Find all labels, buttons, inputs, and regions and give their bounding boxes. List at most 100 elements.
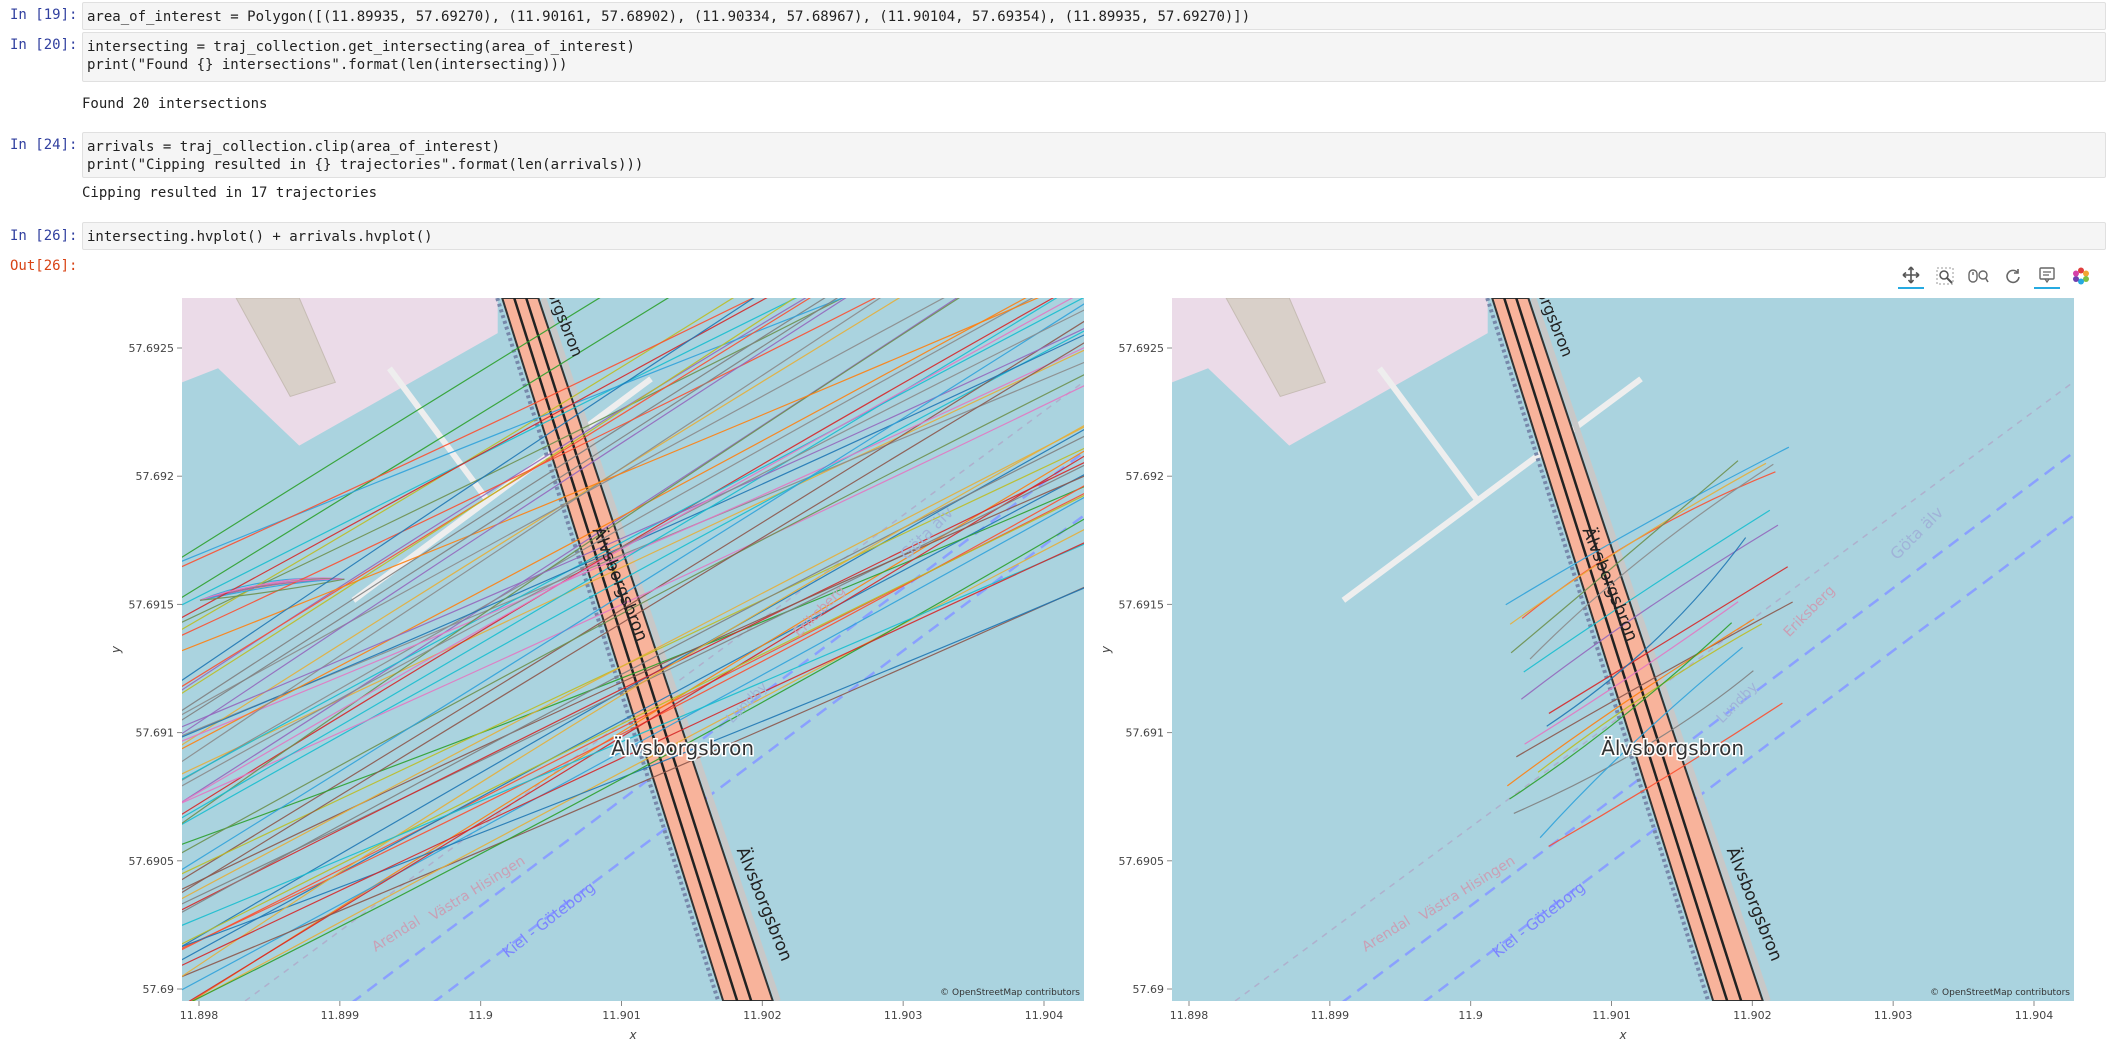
trajectory-line <box>182 298 1084 780</box>
trajectory-line <box>182 543 1084 926</box>
trajectory-line <box>182 492 1084 951</box>
x-tick-label: 11.9 <box>468 1009 493 1022</box>
code-cell-input[interactable]: arrivals = traj_collection.clip(area_of_… <box>82 132 2106 178</box>
x-tick-label: 11.903 <box>884 1009 923 1022</box>
basemap[interactable]: ÄlvsborgsbronÄlvsborgsbronÄlvsborgsbronÄ… <box>1172 246 2092 1015</box>
hover-icon <box>2039 267 2055 284</box>
x-tick-label: 11.904 <box>1025 1009 1064 1022</box>
trajectory-line <box>182 435 1084 913</box>
y-tick-label: 57.691 <box>136 727 175 740</box>
intersecting-plot[interactable]: ÄlvsborgsbronÄlvsborgsbronÄlvsborgsbronÄ… <box>109 0 1129 1042</box>
y-tick-label: 57.69 <box>143 983 175 996</box>
trajectory-line <box>182 494 1084 945</box>
trajectory-line <box>1524 601 1739 745</box>
trajectory-line <box>182 298 1034 781</box>
trajectory-line <box>1548 566 1789 714</box>
code-line: arrivals = traj_collection.clip(area_of_… <box>87 139 501 155</box>
code-cell-input[interactable]: intersecting = traj_collection.get_inter… <box>82 32 2106 82</box>
bridge-rail <box>1485 298 1711 1001</box>
cell-prompt: In [26]: <box>10 228 78 244</box>
code-cell-input[interactable]: area_of_interest = Polygon([(11.89935, 5… <box>82 2 2106 30</box>
trajectory-line <box>182 298 1058 819</box>
cell-prompt: In [24]: <box>10 137 78 153</box>
x-axis-label: x <box>628 1028 637 1042</box>
trajectory-line <box>182 298 882 763</box>
cell-output: Found 20 intersections <box>82 96 268 112</box>
bokeh-logo-icon <box>2073 267 2089 285</box>
box-zoom-icon <box>1936 267 1954 285</box>
x-tick-label: 11.902 <box>1733 1009 1772 1022</box>
trajectory-line <box>182 309 1084 787</box>
wheel-zoom-tool[interactable] <box>1966 263 1992 289</box>
x-axis-label: x <box>1618 1028 1627 1042</box>
y-tick-label: 57.692 <box>1126 470 1165 483</box>
bridge-rail <box>495 298 721 1001</box>
trajectory-line <box>182 320 1084 881</box>
trajectory-line <box>199 578 345 601</box>
trajectory-line <box>182 298 847 735</box>
trajectory-line <box>182 298 735 630</box>
x-tick-label: 11.899 <box>321 1009 360 1022</box>
box-zoom-tool[interactable] <box>1932 263 1958 289</box>
reset-tool[interactable] <box>2000 263 2026 289</box>
y-tick-label: 57.6925 <box>1119 342 1165 355</box>
code-line: print("Found {} intersections".format(le… <box>87 57 568 73</box>
map-label: Älvsborgsbron <box>611 736 754 760</box>
pan-tool[interactable] <box>1898 263 1924 289</box>
bridge-sidewalk <box>540 298 781 1001</box>
trajectory-line <box>182 462 1084 911</box>
trajectory-line <box>1506 618 1755 787</box>
map-attribution: © OpenStreetMap contributors <box>1930 988 2070 998</box>
trajectory-line <box>182 298 811 688</box>
x-tick-label: 11.901 <box>1592 1009 1631 1022</box>
cell-prompt: In [19]: <box>10 7 78 23</box>
x-tick-label: 11.9 <box>1458 1009 1483 1022</box>
trajectory-line <box>188 455 1084 1001</box>
x-tick-label: 11.904 <box>2015 1009 2054 1022</box>
bridge-lane <box>1503 298 1729 1001</box>
code-line: print("Cipping resulted in {} trajectori… <box>87 157 644 173</box>
trajectory-line <box>1521 524 1779 700</box>
y-axis-label: y <box>1099 645 1113 654</box>
wheel-zoom-icon <box>1968 269 1989 283</box>
ferry-route <box>433 513 1084 1001</box>
trajectory-line <box>192 528 1084 1001</box>
trajectory-line <box>1537 623 1763 773</box>
trajectory-line <box>182 426 1084 900</box>
bridge-lane <box>525 298 753 1001</box>
x-tick-label: 11.903 <box>1874 1009 1913 1022</box>
y-tick-label: 57.69 <box>1133 983 1165 996</box>
trajectory-line <box>182 298 601 558</box>
basemap[interactable]: ÄlvsborgsbronÄlvsborgsbronÄlvsborgsbronÄ… <box>137 0 1129 1036</box>
trajectory-line <box>182 298 877 636</box>
map-label: Älvsborgsbron <box>1601 736 1744 760</box>
y-axis-label: y <box>109 645 123 654</box>
code-cell-input[interactable]: intersecting.hvplot() + arrivals.hvplot(… <box>82 222 2106 250</box>
y-tick-label: 57.6905 <box>129 855 175 868</box>
trajectory-line <box>182 298 796 694</box>
trajectory-line <box>1509 622 1733 800</box>
bridge-sidewalk <box>1530 298 1771 1001</box>
x-tick-label: 11.898 <box>1170 1009 1209 1022</box>
trajectory-line <box>182 298 1040 652</box>
bokeh-logo[interactable] <box>2068 263 2094 289</box>
bridge-lane <box>1515 298 1743 1001</box>
code-line: intersecting = traj_collection.get_inter… <box>87 39 635 55</box>
trajectory-line <box>182 474 1084 961</box>
cell-output: Cipping resulted in 17 trajectories <box>82 185 378 201</box>
trajectory-line <box>182 298 960 825</box>
map-attribution: © OpenStreetMap contributors <box>940 988 1080 998</box>
arrivals-plot[interactable]: ÄlvsborgsbronÄlvsborgsbronÄlvsborgsbronÄ… <box>1099 246 2092 1042</box>
y-tick-label: 57.6925 <box>129 342 175 355</box>
trajectory-line <box>182 328 1084 728</box>
trajectory-line <box>182 542 1084 966</box>
trajectory-line <box>182 298 945 716</box>
trajectory-line <box>1548 702 1783 847</box>
trajectory-line <box>1505 446 1790 606</box>
y-tick-label: 57.6915 <box>1119 598 1165 611</box>
trajectory-line <box>191 518 1084 1001</box>
hover-tool[interactable] <box>2034 263 2060 289</box>
trajectory-line <box>199 578 345 601</box>
trajectory-line <box>182 586 1084 978</box>
